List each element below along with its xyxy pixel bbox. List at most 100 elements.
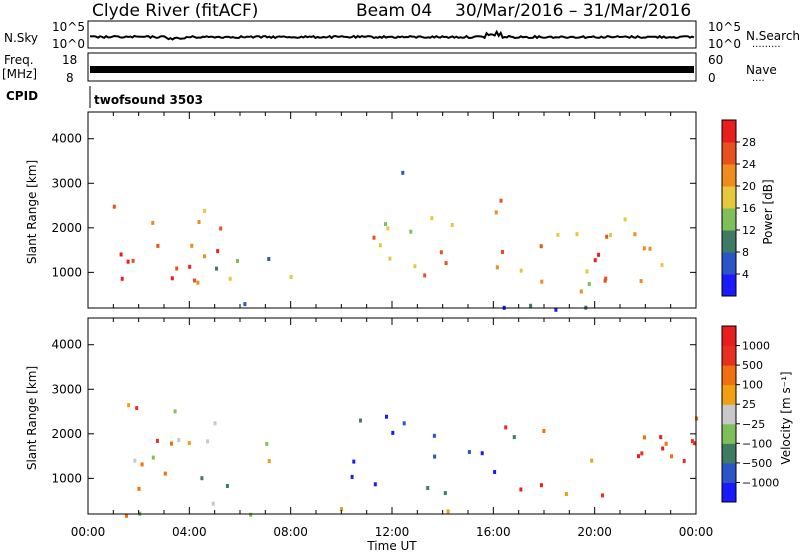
- colorbar-tick-label-0-6: 28: [742, 136, 756, 149]
- x-tick-label-5: 20:00: [577, 525, 612, 539]
- freq-label-2: [MHz]: [2, 67, 37, 81]
- data-cell-1-4-2: [432, 433, 436, 438]
- data-cell-1-6-7: [659, 435, 663, 440]
- colorbar-swatch-1-3: [722, 423, 736, 444]
- y-tick-label-0-3: 4000: [51, 132, 82, 146]
- data-cell-0-0-13: [119, 252, 123, 257]
- data-cell-0-6-0: [494, 210, 498, 215]
- data-cell-0-8-12: [579, 289, 583, 294]
- x-tick-label-6: 00:00: [679, 525, 714, 539]
- freq-tick-bottom: 8: [66, 71, 74, 85]
- data-cell-0-8-8: [539, 244, 543, 249]
- data-cell-0-7-0: [499, 198, 503, 203]
- data-cell-0-2-1: [267, 257, 271, 261]
- data-cell-0-8-4: [639, 279, 643, 284]
- data-cell-1-3-4: [352, 459, 356, 464]
- colorbar-swatch-1-1: [722, 462, 736, 483]
- data-cell-0-1-3: [156, 243, 160, 248]
- nsky-strip-frame: [87, 20, 697, 49]
- data-cell-1-6-12: [539, 483, 543, 488]
- data-cell-0-8-5: [556, 232, 560, 237]
- colorbar-tick-label-1-6: −500: [742, 457, 772, 470]
- data-cell-1-3-6: [385, 414, 388, 419]
- colorbar-swatch-0-6: [722, 142, 736, 165]
- velocity-colorbar: 1000 500 100 25 −25 −100 −500 −1000: [721, 325, 779, 503]
- colorbar-swatch-0-1: [722, 252, 736, 275]
- colorbar-swatch-0-2: [722, 230, 736, 253]
- data-cell-1-0-6: [140, 462, 144, 467]
- data-cell-1-2-0: [267, 459, 271, 463]
- nsky-tick-bottom: 10^0: [52, 37, 85, 51]
- data-cell-0-8-9: [642, 246, 646, 251]
- x-tick-label-0: 00:00: [71, 525, 106, 539]
- time-axis: 00:00 04:00 08:00 12:00 16:00 20:00 00:00: [71, 525, 714, 539]
- nsky-label: N.Sky: [4, 31, 38, 45]
- colorbar-tick-label-0-3: 16: [742, 202, 756, 215]
- power-panel: [87, 112, 697, 312]
- data-cell-0-6-5: [450, 223, 454, 227]
- freq-label-1: Freq.: [4, 53, 34, 67]
- velocity-panel-frame: [87, 317, 697, 515]
- data-cell-0-4-3: [388, 256, 392, 261]
- cpid-label: CPID: [6, 89, 38, 103]
- data-cell-0-6-2: [501, 250, 504, 254]
- nave-dots: ····: [752, 76, 765, 87]
- power-ylabel: Slant Range [km]: [25, 160, 39, 264]
- data-cell-1-8-3: [446, 509, 450, 514]
- data-cell-0-8-7: [585, 269, 589, 274]
- data-cell-1-2-2: [265, 441, 269, 446]
- colorbar-tick-label-0-0: 4: [742, 268, 749, 281]
- data-cell-1-6-0: [690, 439, 694, 444]
- colorbar-swatch-0-4: [722, 186, 736, 209]
- nsearch-dots: ·········: [752, 42, 781, 53]
- nsearch-label: N.Search: [746, 29, 800, 43]
- colorbar-tick-label-1-4: −25: [742, 418, 765, 431]
- data-cell-0-2-0: [236, 259, 239, 263]
- data-cell-0-6-4: [444, 261, 448, 266]
- data-cell-0-0-7: [151, 220, 155, 225]
- data-cell-0-0-10: [196, 280, 200, 285]
- data-cell-1-0-5: [200, 476, 204, 481]
- data-cell-0-5-0: [401, 170, 405, 175]
- power-colorbar-label: Power [dB]: [761, 179, 775, 244]
- data-cell-0-0-12: [216, 249, 220, 254]
- data-cell-1-0-2: [133, 458, 137, 463]
- y-tick-label-0-2: 3000: [51, 176, 82, 190]
- colorbar-swatch-1-5: [722, 384, 736, 405]
- colorbar-swatch-1-2: [722, 443, 736, 464]
- date-range-title: 30/Mar/2016 – 31/Mar/2016: [455, 1, 691, 21]
- x-axis-label: Time UT: [366, 539, 417, 553]
- colorbar-frame-1: [721, 325, 737, 503]
- station-title: Clyde River (fitACF): [92, 1, 258, 21]
- data-cell-1-3-5: [373, 482, 377, 487]
- colorbar-swatch-1-8: [722, 326, 736, 347]
- data-cell-0-10-4: [554, 307, 558, 312]
- freq-tick-top: 18: [62, 53, 77, 67]
- colorbar-tick-label-0-1: 8: [742, 246, 749, 259]
- colorbar-swatch-1-7: [722, 345, 736, 366]
- velocity-ylabel: Slant Range [km]: [25, 366, 39, 470]
- data-cell-0-2-3: [215, 266, 218, 271]
- data-cell-0-8-10: [660, 263, 664, 268]
- data-cell-0-0-0: [175, 266, 179, 271]
- data-cell-0-4-4: [413, 264, 417, 269]
- power-panel-frame: [87, 111, 697, 309]
- data-cell-0-6-1: [439, 250, 443, 255]
- data-cell-1-3-2: [402, 421, 406, 426]
- data-cell-1-0-12: [187, 441, 191, 446]
- data-cell-0-4-2: [378, 243, 382, 248]
- data-cell-0-0-9: [203, 254, 206, 259]
- data-cell-1-4-5: [493, 470, 497, 474]
- data-cell-1-6-14: [682, 459, 686, 463]
- data-cell-1-6-9: [542, 429, 546, 433]
- data-cell-1-4-6: [512, 435, 516, 440]
- data-cell-1-6-11: [601, 493, 604, 498]
- data-cell-1-6-1: [640, 451, 644, 456]
- velocity-y-axis: 1000 2000 3000 4000: [51, 338, 696, 485]
- velocity-colorbar-label: Velocity [m s⁻¹]: [779, 371, 793, 464]
- data-cell-0-1-0: [188, 264, 192, 269]
- data-cell-0-8-0: [623, 217, 627, 222]
- data-cell-0-8-3: [605, 234, 609, 239]
- data-cell-0-6-7: [423, 273, 427, 278]
- data-cell-0-6-6: [495, 265, 499, 270]
